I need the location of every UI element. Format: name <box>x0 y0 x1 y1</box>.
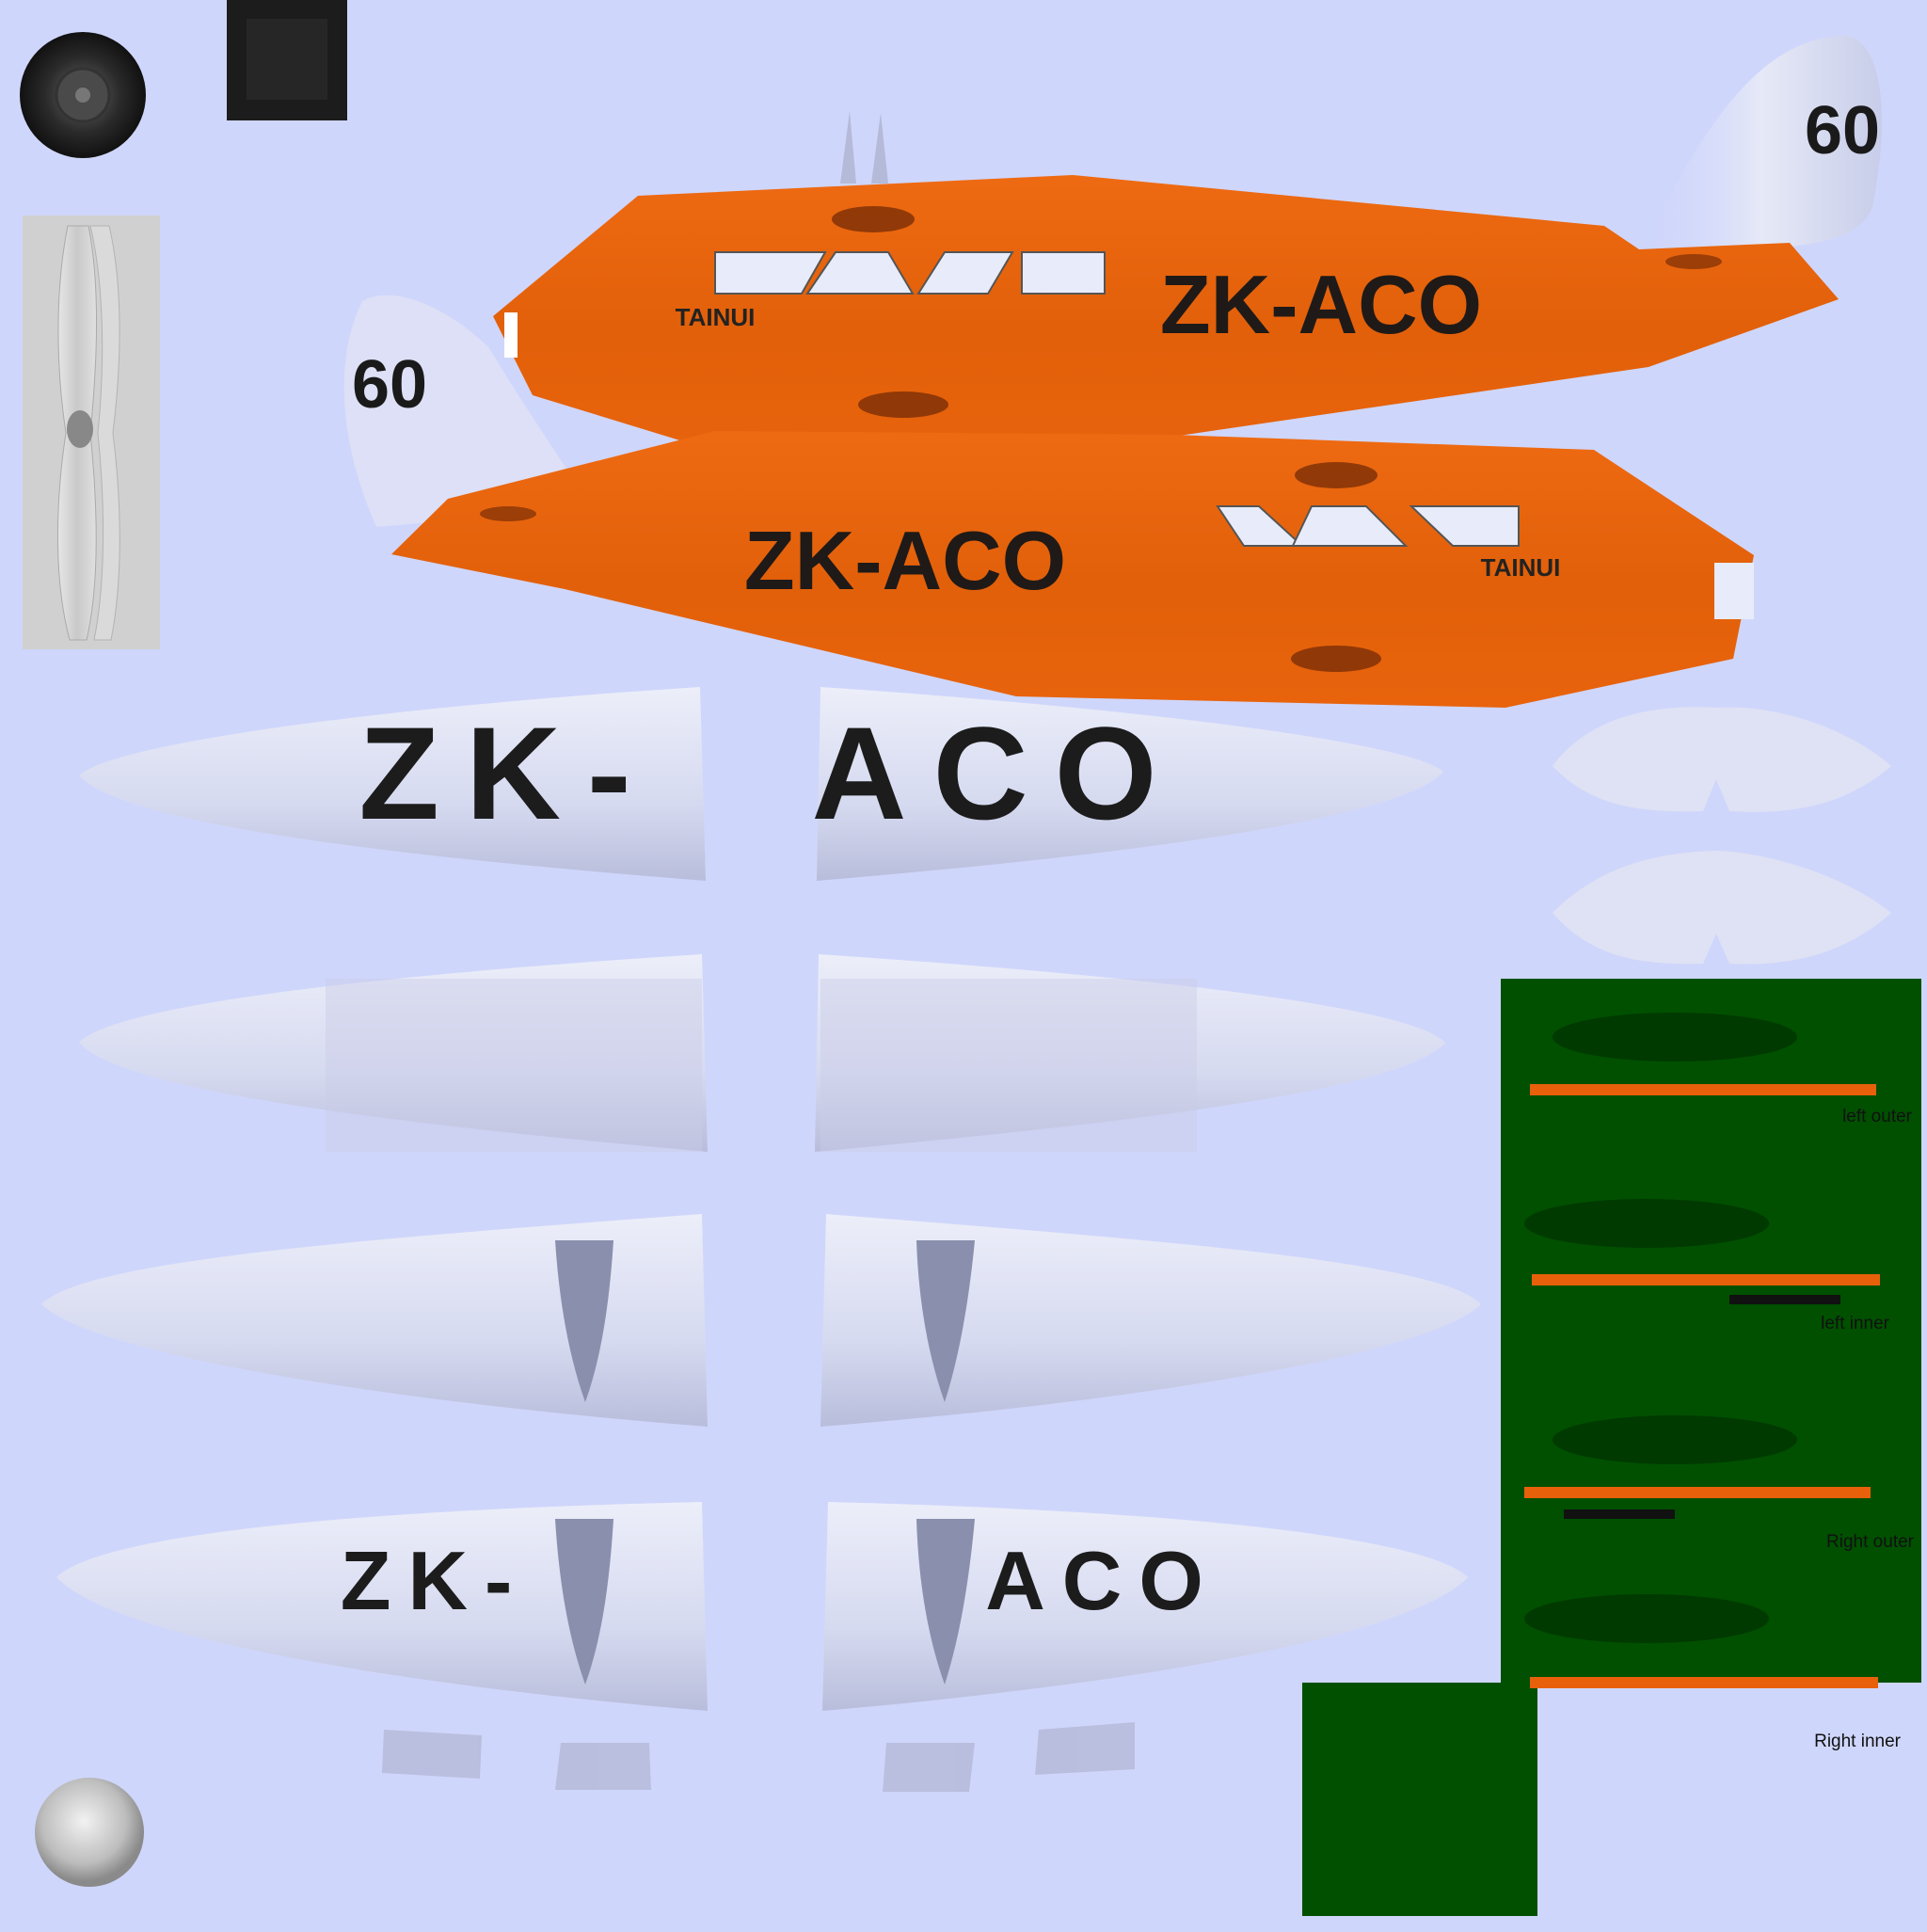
wing-row-4: ZK- ACO <box>56 1502 1468 1711</box>
spinner-hub <box>35 1778 144 1887</box>
float-left-outer <box>1530 1013 1876 1095</box>
wing-row-3 <box>41 1214 1481 1427</box>
float-label-left-inner: left inner <box>1821 1314 1890 1333</box>
wing-upper-left-text: ZK- <box>358 699 657 847</box>
floats-panel: left outer left inner Right outer Right … <box>1302 979 1921 1916</box>
propeller <box>23 216 160 649</box>
float-label-right-outer: Right outer <box>1826 1532 1915 1552</box>
wheel <box>20 32 146 158</box>
fuselage-lower: TAINUI ZK-ACO <box>391 431 1754 708</box>
float-label-right-inner: Right inner <box>1814 1732 1902 1751</box>
wing-upper-right-text: ACO <box>811 699 1183 847</box>
registration-lower: ZK-ACO <box>744 514 1066 607</box>
registration-upper: ZK-ACO <box>1160 258 1482 351</box>
fuselage-name-upper: TAINUI <box>676 303 756 331</box>
aileron-panels <box>382 1722 1135 1792</box>
tail-number-lower: 60 <box>352 347 427 423</box>
float-right-outer <box>1524 1415 1871 1519</box>
fuselage-name-lower: TAINUI <box>1481 553 1561 582</box>
wing-row-1: ZK- ACO <box>79 687 1443 881</box>
fin-left <box>343 295 593 527</box>
stabilizer-bottom <box>1553 851 1891 965</box>
tail-number-upper: 60 <box>1805 93 1880 168</box>
float-label-left-outer: left outer <box>1842 1107 1913 1126</box>
stabilizer-top <box>1553 707 1891 812</box>
wing-lower-left-text: ZK- <box>341 1534 530 1627</box>
float-left-inner <box>1524 1199 1880 1304</box>
wing-lower-right-text: ACO <box>985 1534 1220 1627</box>
wing-row-2 <box>79 954 1445 1152</box>
float-right-inner <box>1524 1594 1878 1688</box>
fin-right <box>1642 36 1882 249</box>
fuselage-upper: TAINUI ZK-ACO <box>493 175 1839 455</box>
